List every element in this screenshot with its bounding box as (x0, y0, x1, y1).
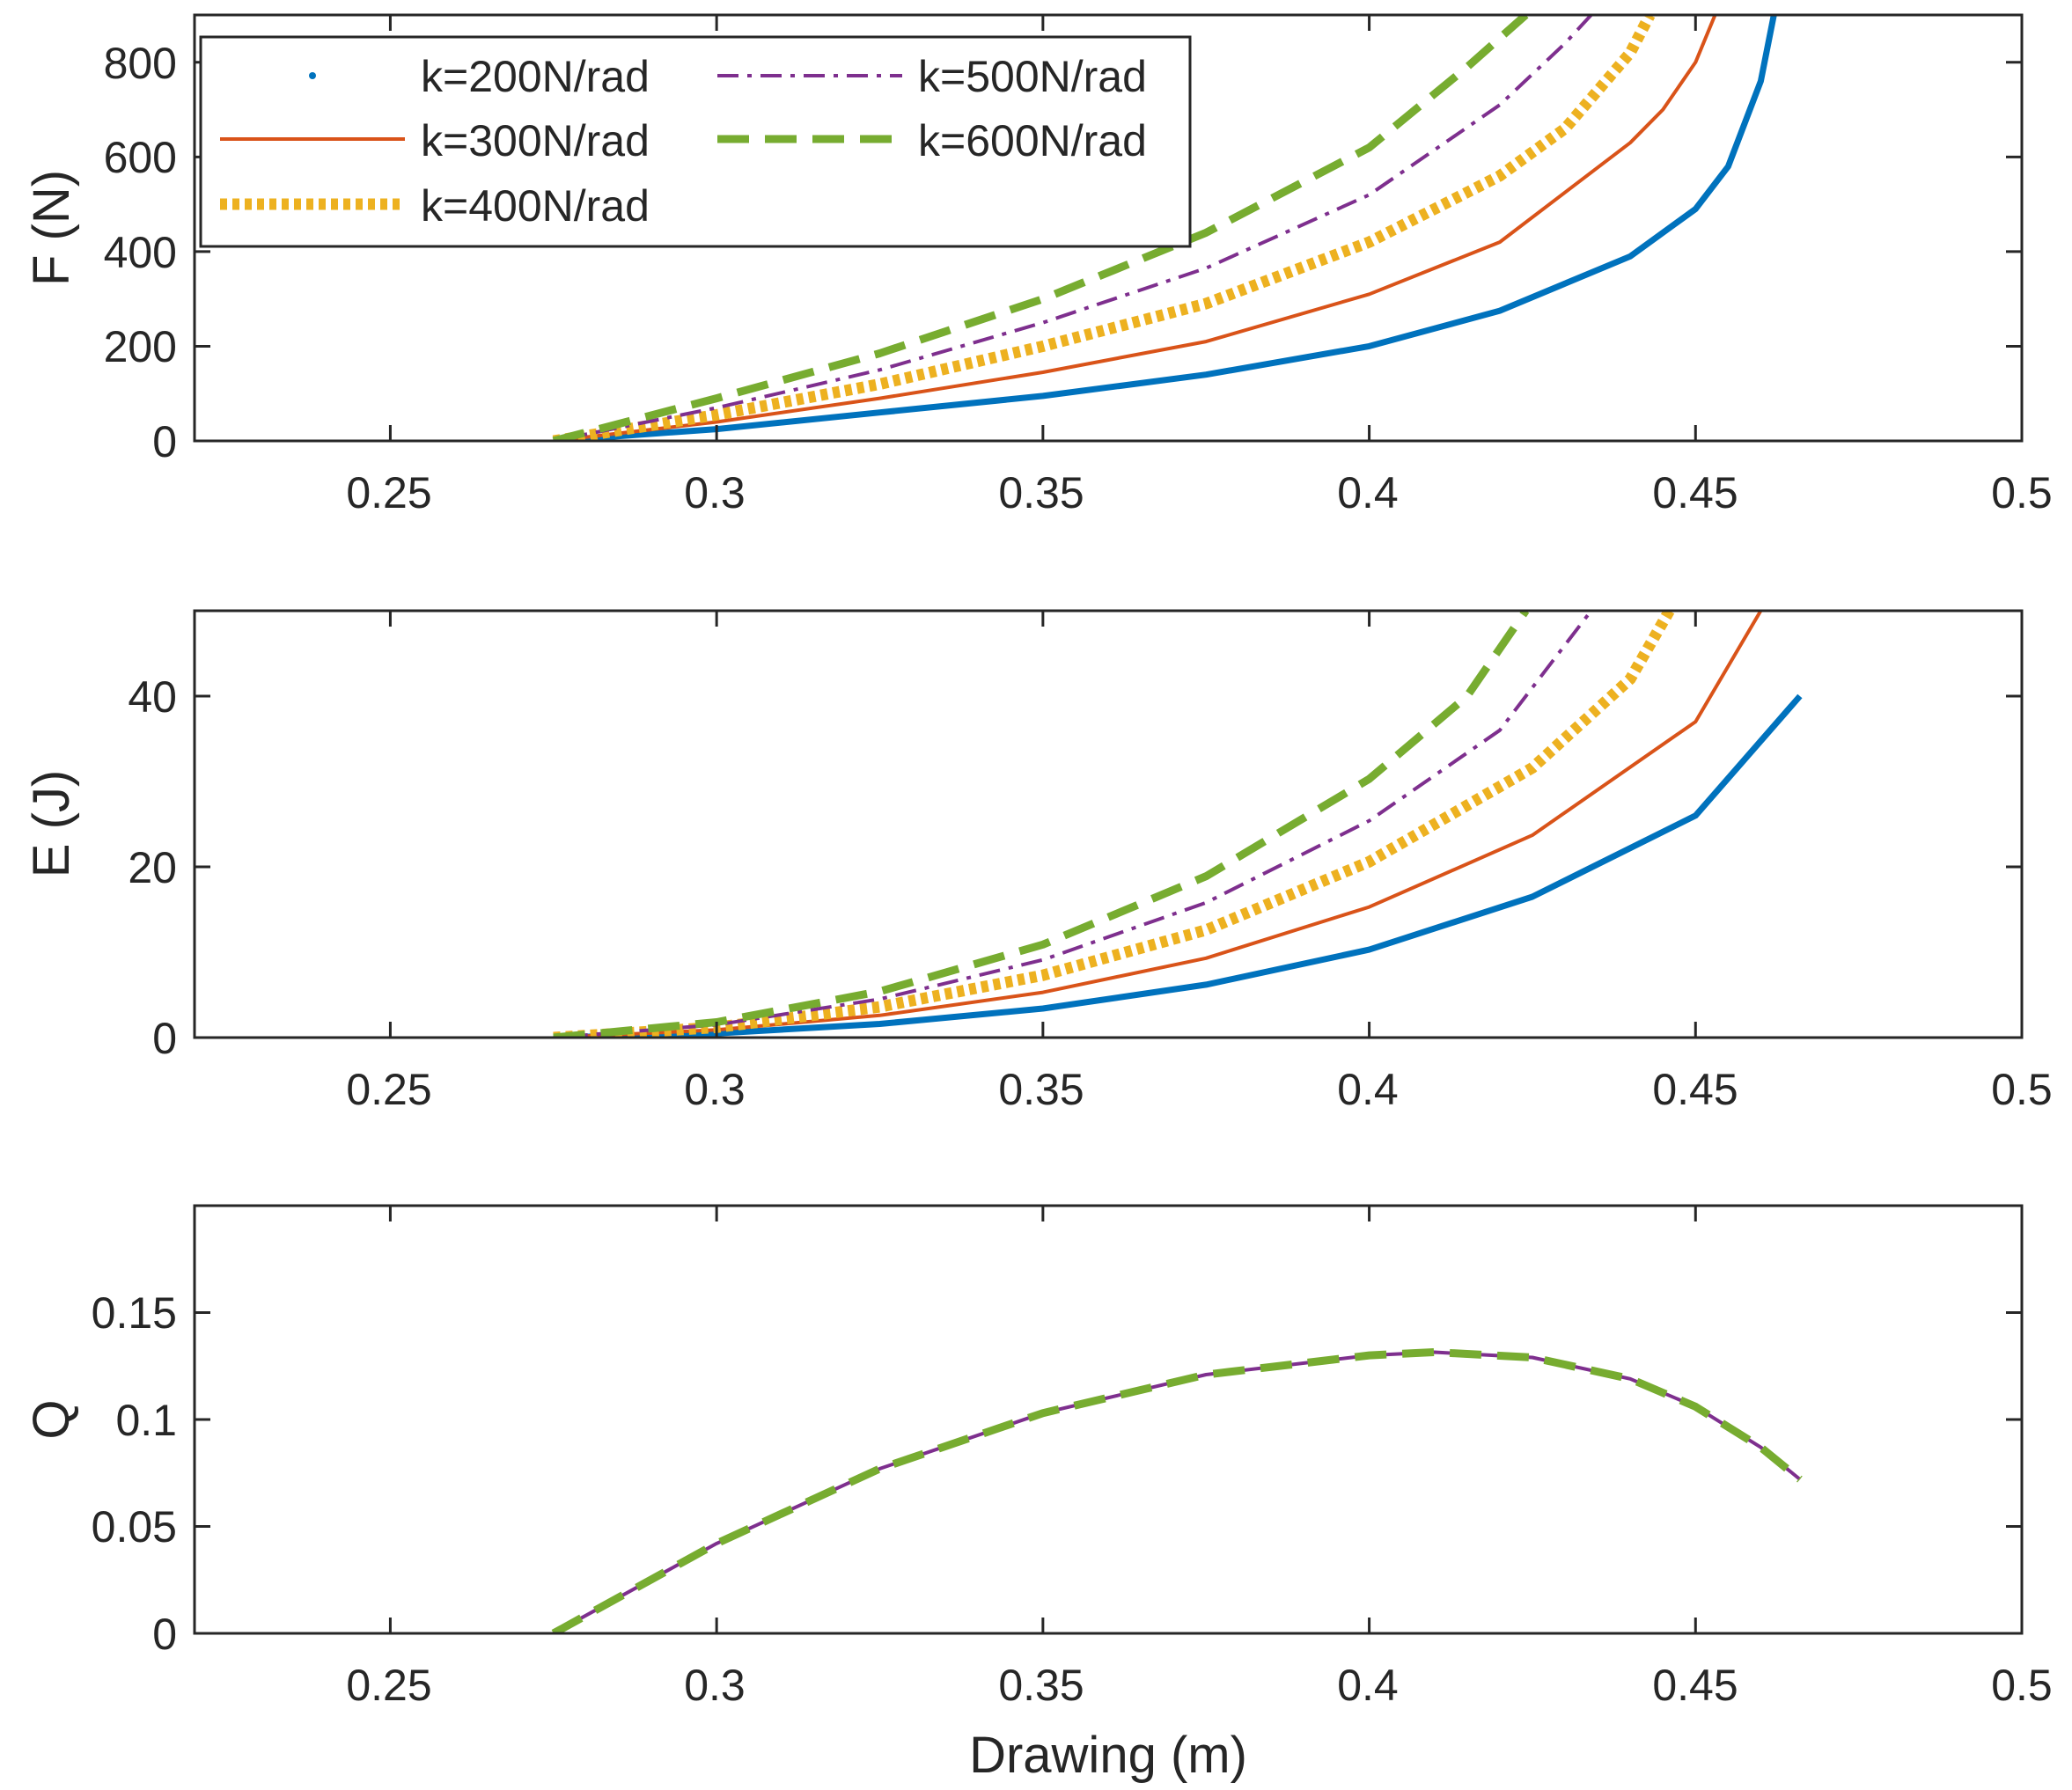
ytick-label: 0.05 (92, 1502, 177, 1552)
axes-box-energy (193, 609, 2024, 1039)
ytick-label: 0 (152, 1014, 177, 1063)
ytick-labels-energy: 0 20 40 (128, 672, 177, 1063)
xtick-labels-efficiency: 0.25 0.3 0.35 0.4 0.45 0.5 (346, 1661, 2052, 1710)
legend-label-k400: k=400N/rad (421, 181, 650, 231)
xtick-label: 0.45 (1652, 1065, 1738, 1114)
series-line-k-200n-rad (553, 15, 1777, 441)
xtick-label: 0.3 (684, 468, 746, 517)
series-line-k-600n-rad (552, 15, 1529, 441)
xtick-label: 0.3 (684, 1065, 746, 1114)
xtick-label: 0.5 (1991, 1661, 2053, 1710)
series-line-k-600n-rad (553, 611, 1530, 1038)
series-layer-force (552, 15, 1777, 441)
xtick-label: 0.5 (1991, 1065, 2053, 1114)
ytick-label: 0.15 (92, 1288, 177, 1338)
panel-energy: 0.25 0.3 0.35 0.4 0.45 0.5 0 20 40 E (J) (23, 609, 2053, 1114)
xtick-label: 0.25 (346, 468, 431, 517)
xtick-label: 0.4 (1337, 468, 1399, 517)
ytick-label: 200 (104, 322, 177, 371)
xtick-label: 0.35 (998, 468, 1084, 517)
xtick-label: 0.45 (1652, 468, 1738, 517)
series-layer-energy (553, 611, 1803, 1038)
xtick-labels-force: 0.25 0.3 0.35 0.4 0.45 0.5 (346, 468, 2052, 517)
ytick-label: 0.1 (115, 1396, 177, 1445)
ticks-energy (195, 611, 2024, 1039)
legend-marker-k200 (309, 72, 316, 79)
plot-area-energy (195, 611, 2022, 1038)
panel-efficiency: 0.25 0.3 0.35 0.4 0.45 0.5 0 0.05 0.1 0.… (23, 1204, 2053, 1784)
legend-label-k300: k=300N/rad (421, 116, 650, 165)
series-line-k-400n-rad (552, 15, 1656, 441)
x-axis-title: Drawing (m) (969, 1727, 1247, 1784)
legend-item-k500: k=500N/rad (717, 52, 1147, 101)
xtick-label: 0.25 (346, 1661, 431, 1710)
legend-item-k300: k=300N/rad (220, 116, 650, 165)
axes-box-force (193, 13, 2024, 443)
xtick-label: 0.4 (1337, 1661, 1399, 1710)
ytick-labels-force: 0 200 400 600 800 (104, 39, 177, 466)
legend-item-k400: k=400N/rad (220, 181, 650, 231)
ytick-label: 0 (152, 1610, 177, 1659)
series-layer-efficiency (551, 1348, 1803, 1633)
series-line-k-300n-rad (553, 15, 1717, 441)
y-axis-title-efficiency: Q (23, 1399, 80, 1439)
panel-force: 0.25 0.3 0.35 0.4 0.45 0.5 0 200 400 600… (23, 13, 2053, 517)
xtick-label: 0.4 (1337, 1065, 1399, 1114)
ytick-label: 40 (128, 672, 177, 722)
series-line-k-200n-rad (553, 693, 1803, 1038)
xtick-label: 0.3 (684, 1661, 746, 1710)
legend-item-k200: k=200N/rad (309, 52, 650, 101)
ytick-label: 20 (128, 843, 177, 892)
ytick-label: 0 (152, 417, 177, 466)
xtick-label: 0.25 (346, 1065, 431, 1114)
legend-label-k200: k=200N/rad (421, 52, 650, 101)
xtick-label: 0.5 (1991, 468, 2053, 517)
ticks-efficiency (195, 1206, 2024, 1635)
ytick-labels-efficiency: 0 0.05 0.1 0.15 (92, 1288, 177, 1659)
ytick-label: 800 (104, 39, 177, 88)
xtick-label: 0.35 (998, 1661, 1084, 1710)
y-axis-title-energy: E (J) (23, 770, 80, 877)
series-line-k-300n-rad (553, 611, 1763, 1038)
series-line-k-500n-rad (553, 15, 1593, 441)
xtick-label: 0.35 (998, 1065, 1084, 1114)
legend-label-k600: k=600N/rad (918, 116, 1147, 165)
ytick-label: 600 (104, 133, 177, 182)
xtick-labels-energy: 0.25 0.3 0.35 0.4 0.45 0.5 (346, 1065, 2052, 1114)
ticks-force (195, 15, 2024, 443)
ytick-label: 400 (104, 228, 177, 277)
legend-box (199, 35, 1192, 248)
xtick-label: 0.45 (1652, 1661, 1738, 1710)
y-axis-title-force: F (N) (23, 170, 80, 286)
legend: k=200N/rad k=300N/rad k=400N/rad k=500N/… (199, 35, 1192, 248)
legend-item-k600: k=600N/rad (717, 116, 1147, 165)
series-line-k-600n-rad (551, 1348, 1803, 1633)
legend-label-k500: k=500N/rad (918, 52, 1147, 101)
plot-area-efficiency (195, 1206, 2022, 1633)
